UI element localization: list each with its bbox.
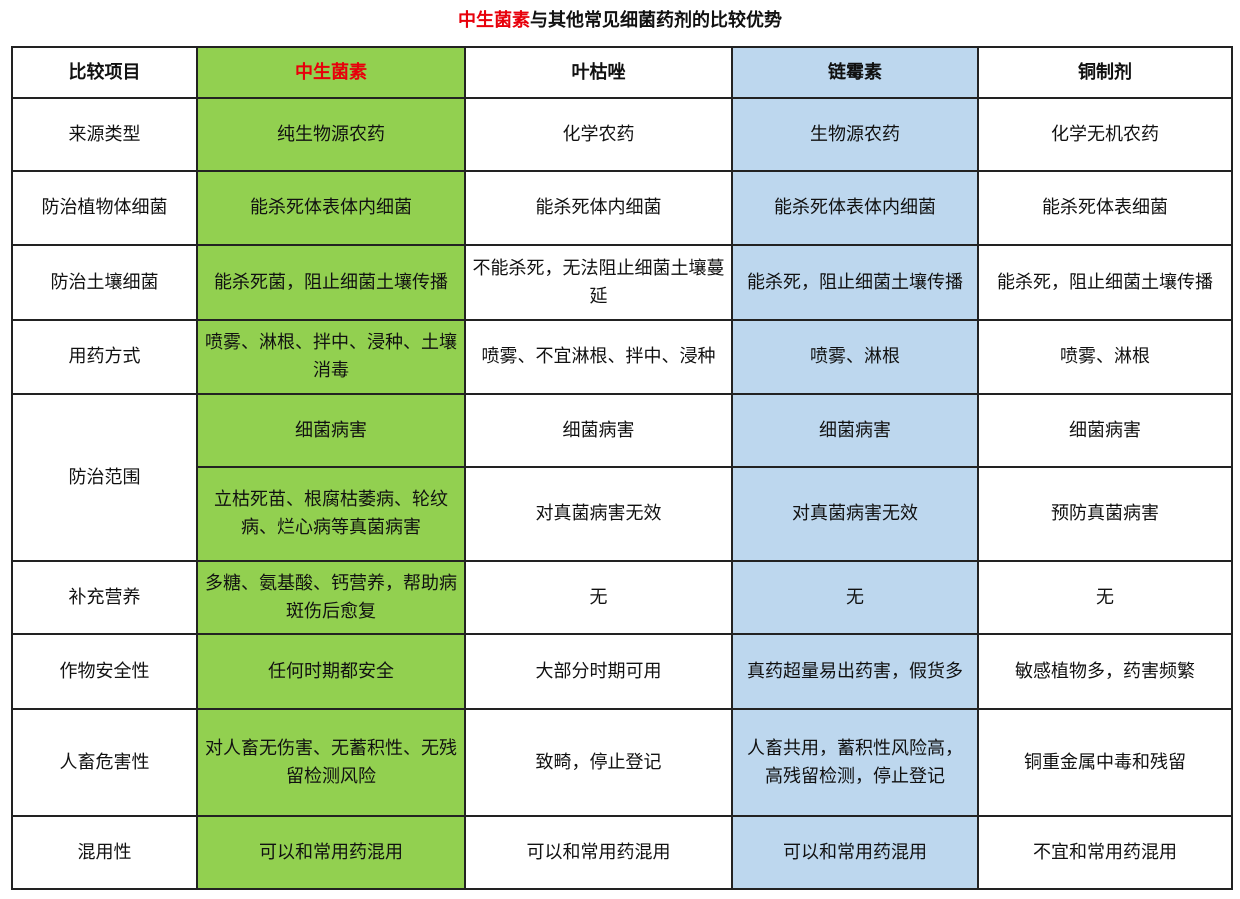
table-cell: 化学农药: [464, 97, 733, 172]
column-header: 铜制剂: [977, 46, 1233, 99]
table-cell: 无: [464, 560, 733, 635]
table-row: 防治范围 细菌病害 细菌病害 细菌病害 细菌病害: [11, 393, 1233, 562]
table-cell: 可以和常用药混用: [464, 815, 733, 890]
table-cell: 喷雾、不宜淋根、拌中、浸种: [464, 319, 733, 395]
row-label: 混用性: [11, 815, 198, 890]
table-cell: 喷雾、淋根: [977, 319, 1233, 395]
column-header: 叶枯唑: [464, 46, 733, 99]
table-cell: 立枯死苗、根腐枯萎病、轮纹病、烂心病等真菌病害: [196, 466, 466, 562]
row-label: 补充营养: [11, 560, 198, 635]
row-label: 防治土壤细菌: [11, 244, 198, 321]
table-cell: 能杀死体表体内细菌: [196, 170, 466, 246]
table-row: 人畜危害性 对人畜无伤害、无蓄积性、无残留检测风险 致畸，停止登记 人畜共用，蓄积性风…: [11, 708, 1233, 817]
table-cell: 致畸，停止登记: [464, 708, 733, 817]
table-cell: 多糖、氨基酸、钙营养，帮助病斑伤后愈复: [196, 560, 466, 635]
table-cell: 能杀死，阻止细菌土壤传播: [731, 244, 979, 321]
table-cell: 对真菌病害无效: [731, 466, 979, 562]
row-label: 作物安全性: [11, 633, 198, 710]
table-cell: 真药超量易出药害，假货多: [731, 633, 979, 710]
row-label: 人畜危害性: [11, 708, 198, 817]
row-label: 防治植物体细菌: [11, 170, 198, 246]
table-cell: 大部分时期可用: [464, 633, 733, 710]
table-cell: 生物源农药: [731, 97, 979, 172]
title-rest: 与其他常见细菌药剂的比较优势: [530, 10, 782, 31]
row-label: 用药方式: [11, 319, 198, 395]
table-row: 防治土壤细菌 能杀死菌，阻止细菌土壤传播 不能杀死，无法阻止细菌土壤蔓延 能杀死，阻止…: [11, 244, 1233, 321]
table-cell: 化学无机农药: [977, 97, 1233, 172]
table-cell: 敏感植物多，药害频繁: [977, 633, 1233, 710]
table-row: 混用性 可以和常用药混用 可以和常用药混用 可以和常用药混用 不宜和常用药混用: [11, 815, 1233, 890]
table-cell: 任何时期都安全: [196, 633, 466, 710]
table-cell: 可以和常用药混用: [731, 815, 979, 890]
row-label: 来源类型: [11, 97, 198, 172]
table-cell: 细菌病害: [731, 393, 979, 468]
table-cell: 人畜共用，蓄积性风险高，高残留检测，停止登记: [731, 708, 979, 817]
table-cell: 能杀死菌，阻止细菌土壤传播: [196, 244, 466, 321]
table-row: 作物安全性 任何时期都安全 大部分时期可用 真药超量易出药害，假货多 敏感植物多，药害频…: [11, 633, 1233, 710]
table-cell: 细菌病害: [464, 393, 733, 468]
column-header: 链霉素: [731, 46, 979, 99]
header-row: 比较项目 中生菌素 叶枯唑 链霉素 铜制剂: [11, 46, 1233, 99]
table-row: 防治植物体细菌 能杀死体表体内细菌 能杀死体内细菌 能杀死体表体内细菌 能杀死体表细菌: [11, 170, 1233, 246]
table-row: 补充营养 多糖、氨基酸、钙营养，帮助病斑伤后愈复无无无: [11, 560, 1233, 635]
title-highlight: 中生菌素: [458, 10, 530, 31]
table-cell: 不能杀死，无法阻止细菌土壤蔓延: [464, 244, 733, 321]
table-cell: 不宜和常用药混用: [977, 815, 1233, 890]
row-label: 防治范围: [11, 393, 198, 562]
comparison-table: 比较项目 中生菌素 叶枯唑 链霉素 铜制剂 来源类型 纯生物源农药 化学农药 生物源农药 化学无机…: [11, 46, 1233, 890]
table-cell: 能杀死体表体内细菌: [731, 170, 979, 246]
table-cell: 预防真菌病害: [977, 466, 1233, 562]
table-cell: 可以和常用药混用: [196, 815, 466, 890]
page-title: 中生菌素与其他常见细菌药剂的比较优势: [0, 6, 1240, 32]
table-cell: 对真菌病害无效: [464, 466, 733, 562]
table-row: 用药方式 喷雾、淋根、拌中、浸种、土壤消毒 喷雾、不宜淋根、拌中、浸种 喷雾、淋根 喷雾…: [11, 319, 1233, 395]
table-row: 立枯死苗、根腐枯萎病、轮纹病、烂心病等真菌病害 对真菌病害无效 对真菌病害无效 预防真…: [12, 466, 1233, 562]
table-cell: 喷雾、淋根、拌中、浸种、土壤消毒: [196, 319, 466, 395]
table-cell: 能杀死体内细菌: [464, 170, 733, 246]
table-cell: 无: [731, 560, 979, 635]
table-cell: 细菌病害: [977, 393, 1233, 468]
column-header: 中生菌素: [196, 46, 466, 99]
table-cell: 对人畜无伤害、无蓄积性、无残留检测风险: [196, 708, 466, 817]
header-label: 比较项目: [11, 46, 198, 99]
table-cell: 能杀死，阻止细菌土壤传播: [977, 244, 1233, 321]
table-cell: 细菌病害: [196, 393, 466, 468]
table-cell: 能杀死体表细菌: [977, 170, 1233, 246]
table-cell: 纯生物源农药: [196, 97, 466, 172]
table-row: 来源类型 纯生物源农药 化学农药 生物源农药 化学无机农药: [11, 97, 1233, 172]
table-cell: 喷雾、淋根: [731, 319, 979, 395]
table-cell: 铜重金属中毒和残留: [977, 708, 1233, 817]
table-cell: 无: [977, 560, 1233, 635]
